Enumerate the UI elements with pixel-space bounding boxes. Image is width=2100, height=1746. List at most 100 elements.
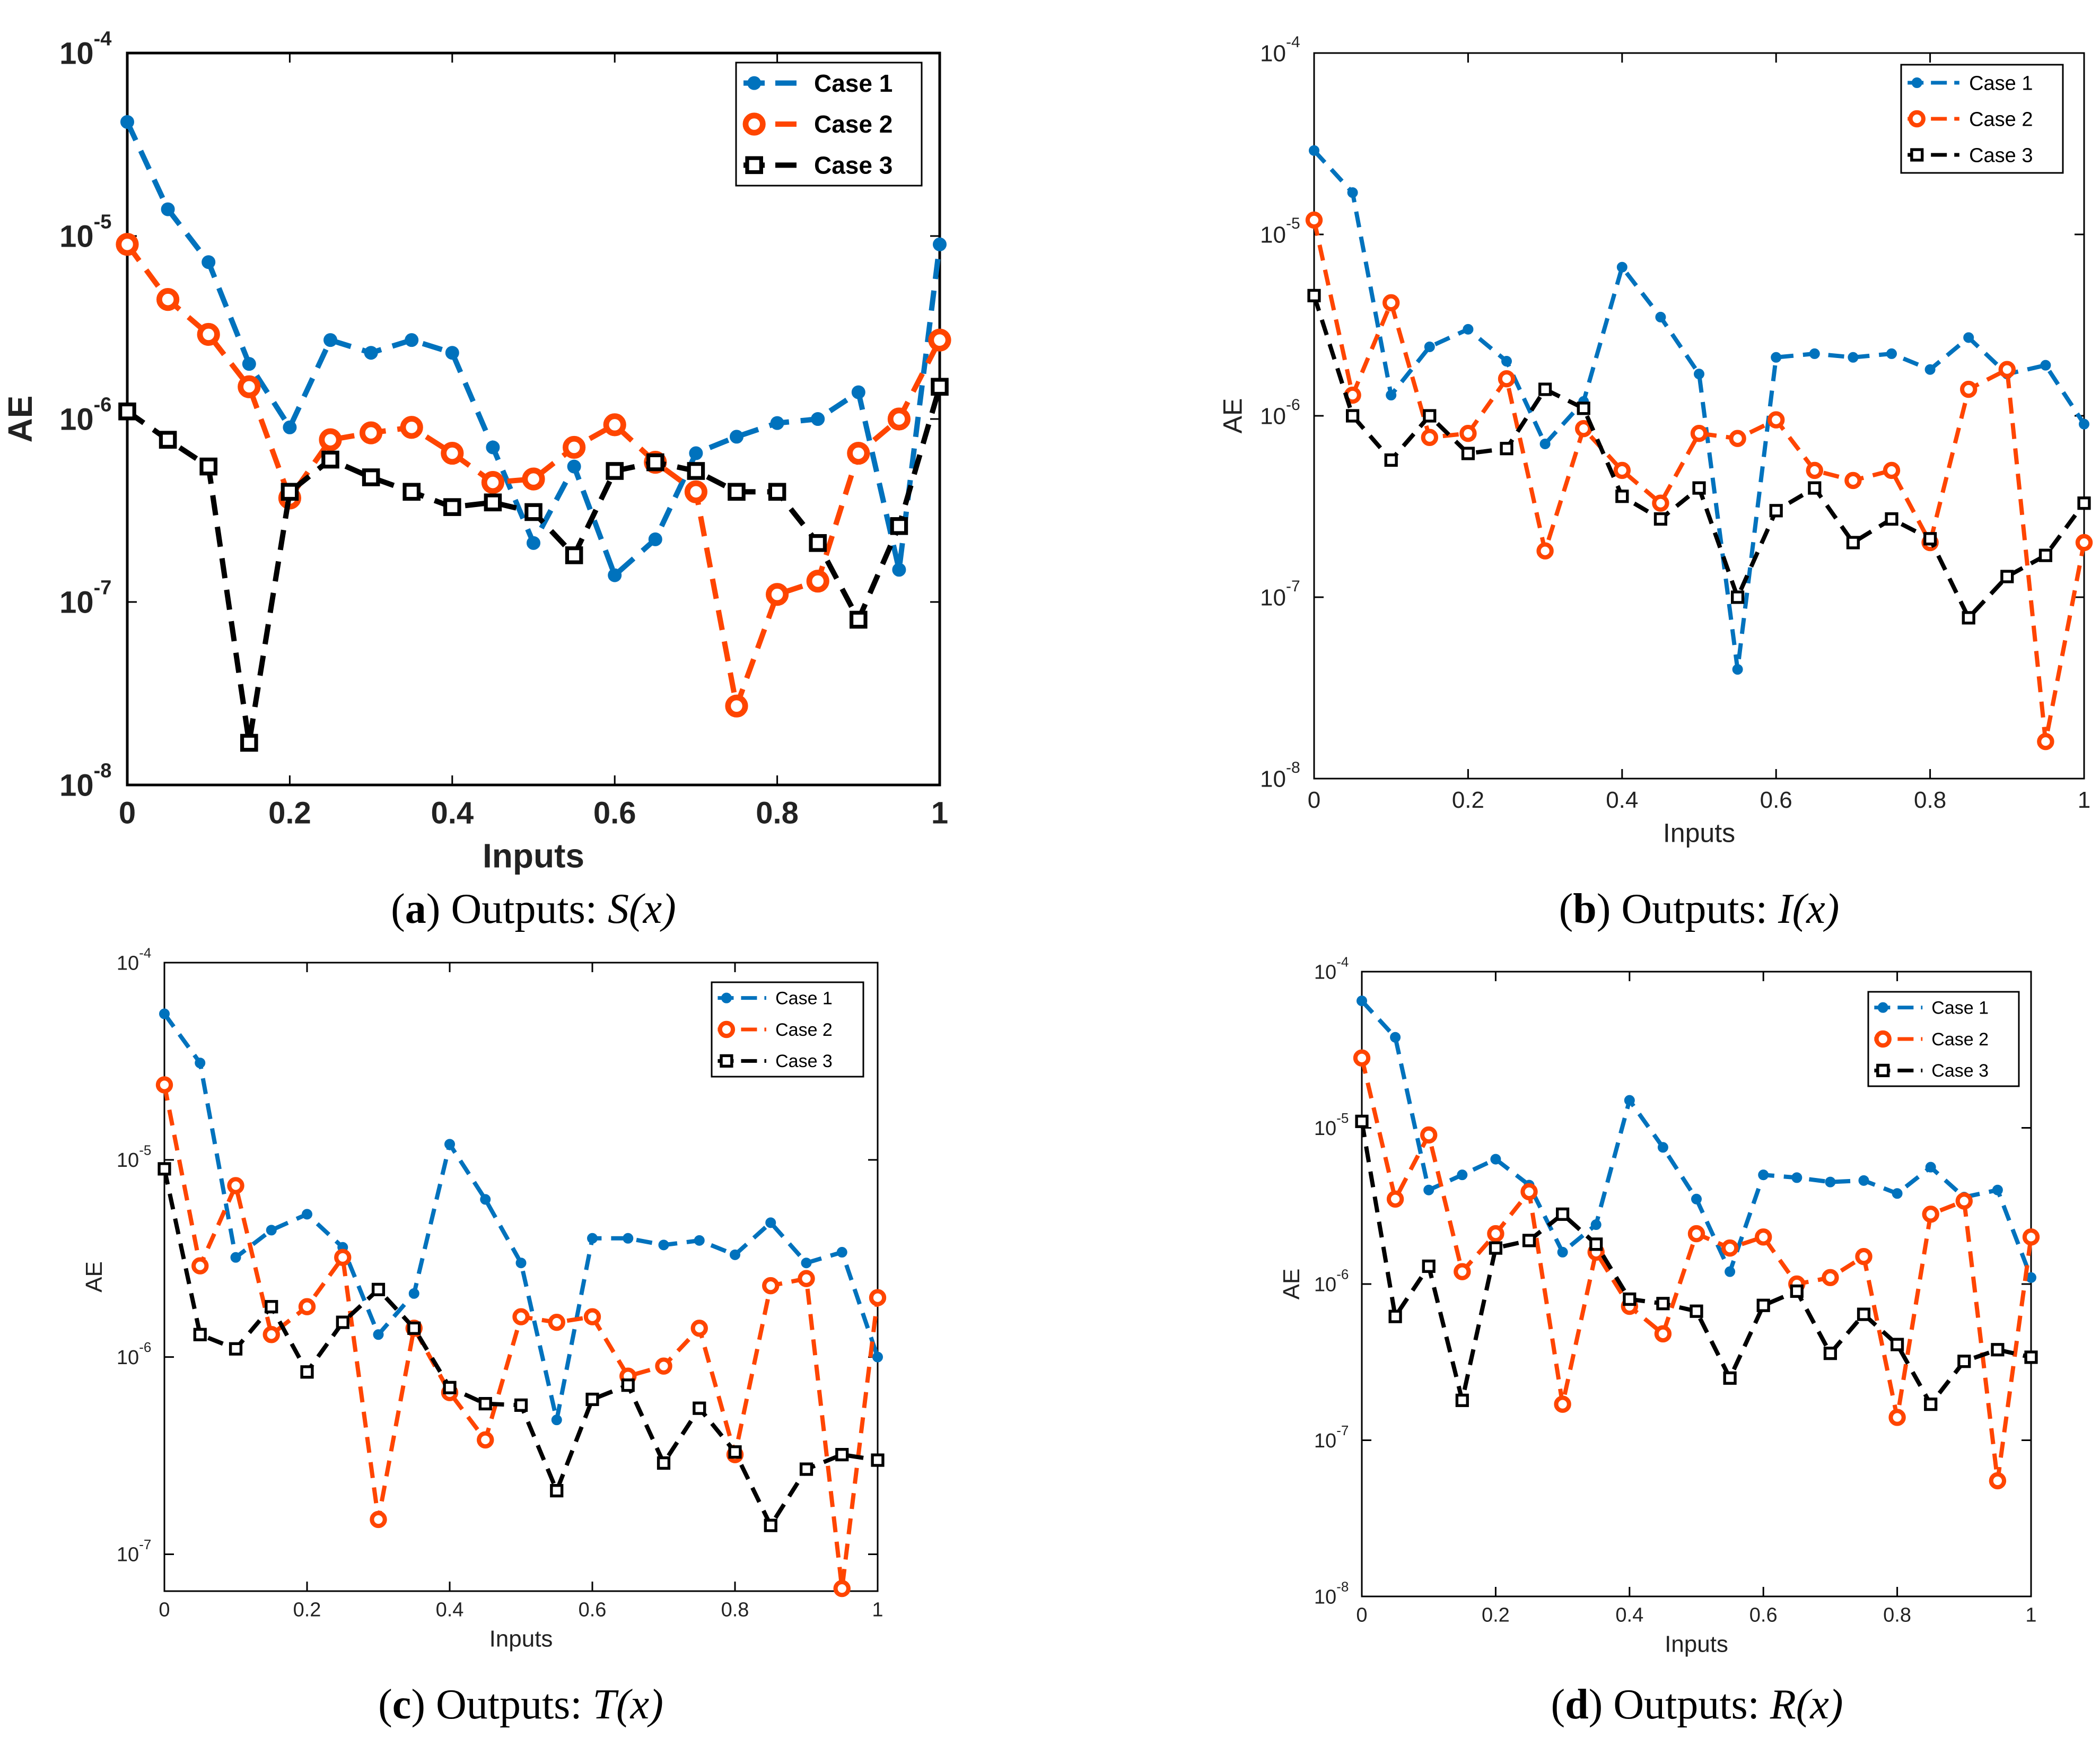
data-point-case-1 bbox=[1657, 1142, 1668, 1153]
caption-open-paren: ( bbox=[1551, 1681, 1565, 1728]
data-point-case-1 bbox=[445, 346, 459, 360]
data-point-case-1 bbox=[2040, 360, 2051, 371]
legend-marker-case-3 bbox=[745, 156, 763, 174]
data-point-case-2 bbox=[1382, 294, 1400, 312]
x-tick-label: 0 bbox=[1356, 1604, 1367, 1627]
caption-letter: a bbox=[405, 886, 426, 932]
caption-function: S(x) bbox=[608, 886, 676, 932]
data-point-case-2 bbox=[481, 471, 505, 494]
data-point-case-2 bbox=[1386, 1190, 1404, 1208]
data-point-case-1 bbox=[765, 1217, 776, 1228]
data-point-case-2 bbox=[887, 407, 911, 431]
caption-text: ) Outputs: bbox=[411, 1681, 592, 1728]
x-tick-label: 0.2 bbox=[268, 796, 311, 831]
data-point-case-1 bbox=[1490, 1154, 1501, 1165]
caption-function: R(x) bbox=[1770, 1681, 1843, 1728]
data-point-case-3 bbox=[1692, 481, 1706, 495]
x-tick-label: 0.8 bbox=[1883, 1604, 1911, 1627]
legend-label-case-3: Case 3 bbox=[775, 1051, 833, 1071]
data-point-case-3 bbox=[728, 1445, 742, 1459]
y-tick-exponent: -5 bbox=[94, 211, 112, 233]
x-tick-label: 0.6 bbox=[593, 796, 636, 831]
data-point-case-3 bbox=[1461, 447, 1475, 460]
data-point-case-1 bbox=[266, 1225, 277, 1236]
x-tick-label: 1 bbox=[872, 1599, 883, 1621]
data-point-case-3 bbox=[1723, 1371, 1737, 1385]
legend-marker-case-2 bbox=[1874, 1030, 1892, 1048]
data-point-case-2 bbox=[1989, 1472, 2007, 1490]
data-point-case-2 bbox=[603, 413, 626, 436]
data-point-case-2 bbox=[2075, 534, 2093, 552]
data-point-case-1 bbox=[648, 532, 662, 546]
x-tick-label: 0.2 bbox=[293, 1599, 321, 1621]
legend-label-case-3: Case 3 bbox=[1969, 144, 2033, 167]
data-point-case-1 bbox=[730, 430, 743, 444]
data-point-case-2 bbox=[762, 1277, 780, 1295]
data-point-case-2 bbox=[238, 375, 261, 398]
data-point-case-1 bbox=[1791, 1172, 1802, 1183]
data-point-case-3 bbox=[1500, 442, 1513, 456]
data-point-case-3 bbox=[693, 1401, 706, 1415]
data-point-case-2 bbox=[334, 1249, 352, 1267]
legend-marker-case-3 bbox=[1876, 1063, 1890, 1077]
data-point-case-2 bbox=[1652, 494, 1669, 512]
data-point-case-1 bbox=[872, 1351, 883, 1363]
data-point-case-3 bbox=[768, 483, 786, 501]
y-tick-exponent: -5 bbox=[139, 1142, 151, 1158]
x-tick-label: 0.4 bbox=[431, 796, 474, 831]
data-point-case-1 bbox=[1886, 348, 1897, 359]
x-tick-label: 0.8 bbox=[1914, 787, 1946, 813]
data-point-case-1 bbox=[1732, 664, 1743, 675]
data-point-case-2 bbox=[477, 1431, 494, 1449]
data-point-case-2 bbox=[298, 1298, 316, 1315]
series-line-case-1 bbox=[1312, 149, 2086, 672]
data-point-case-1 bbox=[1992, 1184, 2003, 1195]
legend-box bbox=[1867, 991, 2020, 1087]
caption-text: ) Outputs: bbox=[1589, 1681, 1770, 1728]
data-point-case-2 bbox=[1613, 461, 1631, 479]
data-point-case-1 bbox=[1925, 1162, 1936, 1173]
y-tick-exponent: -6 bbox=[1336, 1267, 1349, 1282]
data-point-case-1 bbox=[242, 357, 256, 371]
data-point-case-1 bbox=[1424, 341, 1435, 352]
y-tick-exponent: -8 bbox=[1336, 1579, 1349, 1595]
y-tick-exponent: -4 bbox=[139, 945, 151, 961]
data-point-case-2 bbox=[1498, 370, 1516, 388]
panel-caption: (b) Outputs: I(x) bbox=[1559, 886, 1840, 932]
data-point-case-2 bbox=[806, 570, 829, 593]
data-point-case-1 bbox=[323, 333, 337, 347]
x-tick-label: 0.2 bbox=[1452, 787, 1484, 813]
y-tick-exponent: -6 bbox=[1286, 396, 1300, 414]
data-point-case-1 bbox=[1539, 438, 1551, 449]
data-point-case-1 bbox=[1963, 332, 1974, 343]
data-point-case-2 bbox=[1536, 542, 1554, 560]
data-point-case-3 bbox=[1522, 1234, 1536, 1247]
data-point-case-3 bbox=[300, 1365, 314, 1379]
data-point-case-3 bbox=[240, 734, 258, 752]
x-tick-label: 1 bbox=[2078, 787, 2090, 813]
legend-label-case-1: Case 1 bbox=[1931, 998, 1989, 1018]
y-tick-exponent: -6 bbox=[94, 394, 112, 416]
data-point-case-3 bbox=[1555, 1207, 1570, 1221]
data-point-case-1 bbox=[1557, 1246, 1568, 1258]
data-point-case-3 bbox=[371, 1282, 386, 1296]
data-point-case-1 bbox=[230, 1252, 241, 1263]
y-tick-exponent: -7 bbox=[1336, 1422, 1349, 1438]
chart-panel-3: 0 0.2 0.4 0.6 0.8 110-710-610-510 -4InputsAECa… bbox=[81, 945, 887, 1728]
data-point-case-3 bbox=[1615, 490, 1629, 503]
data-point-case-3 bbox=[849, 610, 868, 629]
data-point-case-2 bbox=[563, 435, 586, 459]
data-point-case-2 bbox=[400, 416, 423, 439]
legend-marker-case-3 bbox=[1910, 148, 1924, 162]
legend: Case 1 Case 2 Case 3 bbox=[1900, 64, 2064, 174]
data-point-case-2 bbox=[1305, 211, 1323, 229]
legend: Case 1 Case 2 Case 3 bbox=[711, 981, 864, 1078]
data-point-case-1 bbox=[567, 459, 581, 474]
caption-letter: c bbox=[392, 1681, 412, 1728]
y-tick-label: 10 bbox=[1314, 1273, 1336, 1296]
x-tick-label: 0 bbox=[1308, 787, 1320, 813]
data-point-case-2 bbox=[1960, 380, 1978, 398]
legend-label-case-2: Case 2 bbox=[775, 1020, 833, 1040]
data-point-case-2 bbox=[1421, 429, 1439, 446]
data-point-case-2 bbox=[227, 1177, 244, 1194]
